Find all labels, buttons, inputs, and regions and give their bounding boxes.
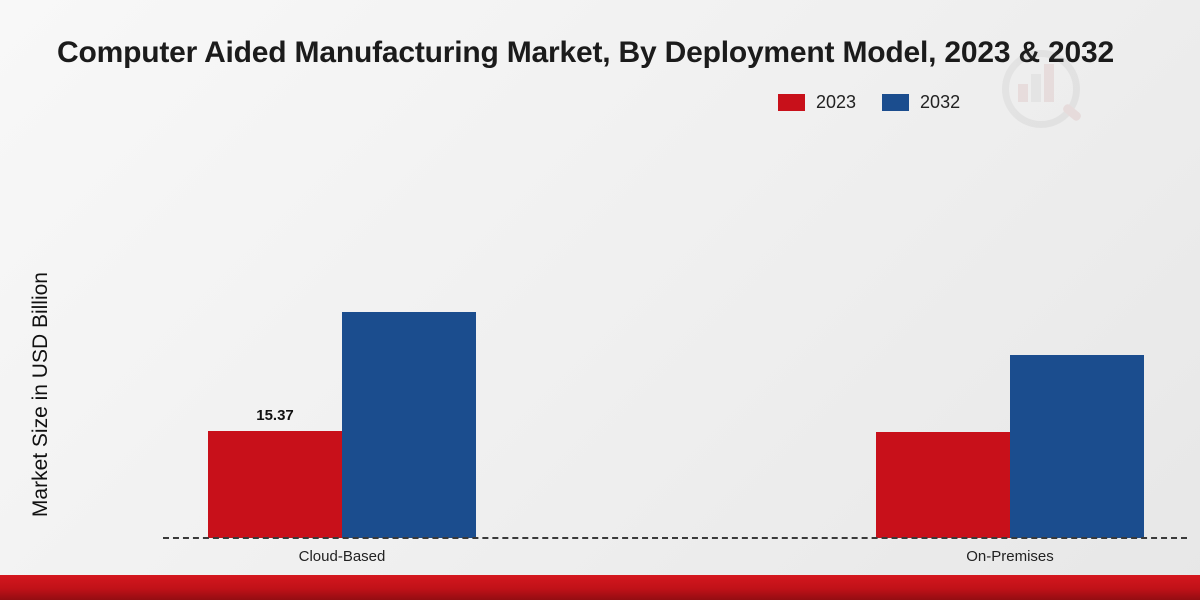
chart-title: Computer Aided Manufacturing Market, By … [57, 36, 1114, 69]
watermark-bar [1018, 84, 1028, 102]
legend-item-2032: 2032 [882, 92, 960, 113]
watermark-logo-icon [1002, 50, 1083, 128]
bar-2032-cloud-based [342, 312, 476, 538]
legend-item-2023: 2023 [778, 92, 856, 113]
bar-2032-on-premises [1010, 355, 1144, 538]
bar-2023-on-premises [876, 432, 1010, 538]
y-axis-label-wrap: Market Size in USD Billion [20, 225, 62, 565]
x-axis-baseline [163, 537, 1187, 539]
legend: 2023 2032 [778, 92, 960, 113]
legend-label-2032: 2032 [920, 92, 961, 112]
watermark-circle [1002, 50, 1080, 128]
category-label-cloud-based: Cloud-Based [298, 548, 386, 565]
bar-2023-cloud-based [208, 431, 342, 538]
watermark-bar [1031, 74, 1041, 102]
watermark-bar [1044, 64, 1054, 102]
legend-label-2023: 2023 [816, 92, 857, 112]
legend-swatch-2023-icon [778, 94, 805, 111]
bar-value-label: 15.37 [256, 407, 294, 424]
legend-swatch-2032-icon [882, 94, 910, 111]
y-axis-label: Market Size in USD Billion [29, 272, 52, 518]
category-label-on-premises: On-Premises [966, 548, 1054, 565]
bottom-accent-band [0, 575, 1200, 600]
